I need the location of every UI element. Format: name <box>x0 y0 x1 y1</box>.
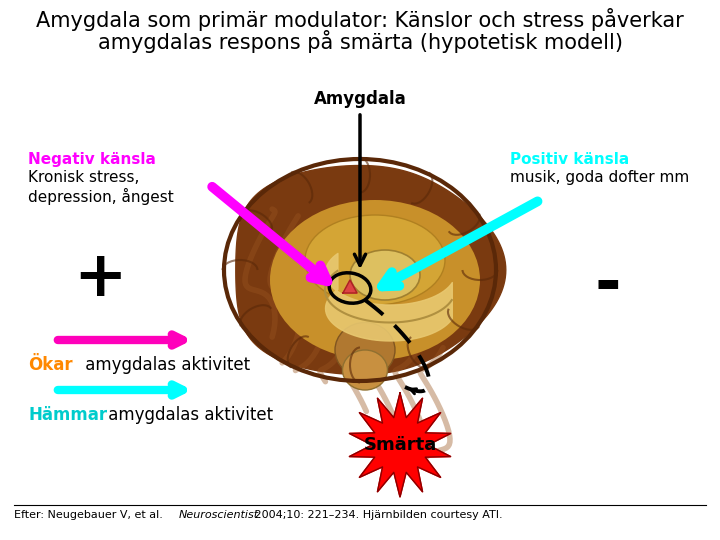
Ellipse shape <box>335 322 395 377</box>
Text: Negativ känsla: Negativ känsla <box>28 152 156 167</box>
Polygon shape <box>343 280 357 293</box>
Polygon shape <box>236 165 505 375</box>
Text: Positiv känsla: Positiv känsla <box>510 152 629 167</box>
Ellipse shape <box>343 350 387 390</box>
Text: Smärta: Smärta <box>364 436 436 454</box>
Text: amygdalas respons på smärta (hypotetisk modell): amygdalas respons på smärta (hypotetisk … <box>97 30 623 53</box>
Text: depression, ångest: depression, ångest <box>28 188 174 205</box>
Text: Ökar: Ökar <box>28 356 73 374</box>
Text: Amygdala som primär modulator: Känslor och stress påverkar: Amygdala som primär modulator: Känslor o… <box>36 8 684 31</box>
Text: Efter: Neugebauer V, et al.: Efter: Neugebauer V, et al. <box>14 510 166 520</box>
Ellipse shape <box>305 215 445 305</box>
Ellipse shape <box>270 200 480 360</box>
Text: amygdalas aktivitet: amygdalas aktivitet <box>103 406 273 424</box>
Text: musik, goda dofter mm: musik, goda dofter mm <box>510 170 689 185</box>
Text: +: + <box>73 247 127 309</box>
Polygon shape <box>349 393 451 497</box>
Text: -: - <box>595 254 621 316</box>
Text: amygdalas aktivitet: amygdalas aktivitet <box>80 356 250 374</box>
Text: Amygdala: Amygdala <box>314 90 406 108</box>
Text: 2004;10: 221–234. Hjärnbilden courtesy ATI.: 2004;10: 221–234. Hjärnbilden courtesy A… <box>251 510 503 520</box>
Text: Kronisk stress,: Kronisk stress, <box>28 170 140 185</box>
Text: Hämmar: Hämmar <box>28 406 107 424</box>
Text: Neuroscientist.: Neuroscientist. <box>179 510 263 520</box>
Ellipse shape <box>350 250 420 300</box>
